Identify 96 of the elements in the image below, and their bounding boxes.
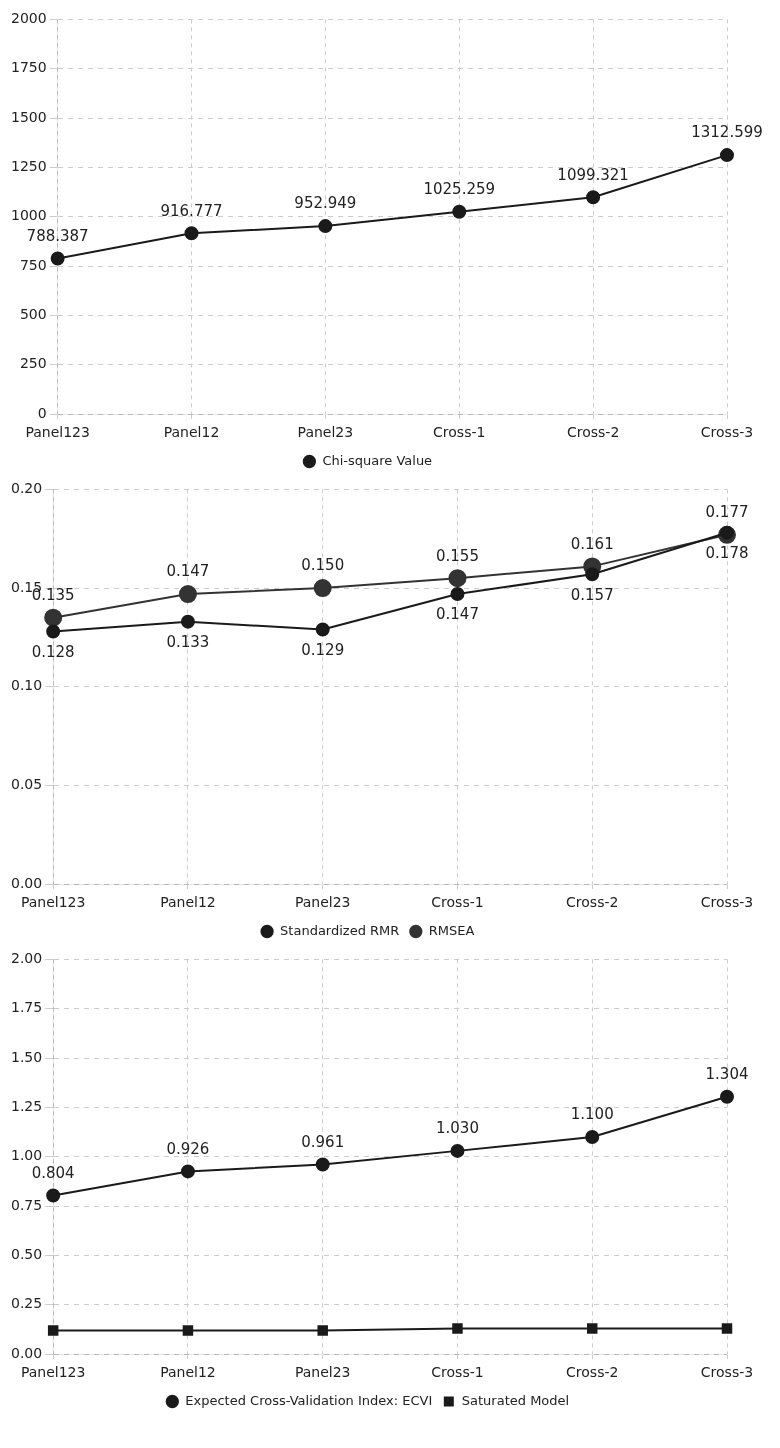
x-tick-label: Panel23	[294, 1364, 351, 1381]
y-tick-label: 1.00	[11, 1147, 43, 1164]
y-tick-label: 0.25	[11, 1295, 43, 1312]
data-label: 1.030	[435, 1119, 479, 1138]
point	[450, 1143, 465, 1158]
data-label: 952.949	[294, 194, 357, 213]
legend-label: Expected Cross-Validation Index: ECVI	[185, 1392, 433, 1408]
point	[46, 624, 61, 639]
legend-label: Standardized RMR	[280, 922, 400, 938]
data-label: 1099.321	[557, 165, 629, 184]
x-tick-label: Panel23	[294, 894, 351, 911]
data-label: 0.147	[435, 605, 479, 624]
x-tick-label: Panel23	[297, 424, 354, 441]
y-tick-label: 250	[19, 355, 47, 372]
data-label: 0.926	[166, 1139, 210, 1158]
point	[585, 567, 600, 582]
x-tick-label: Panel12	[160, 894, 216, 911]
y-tick-label: 0.00	[11, 874, 43, 891]
x-tick-label: Cross-2	[566, 1364, 619, 1381]
y-tick-label: 1500	[10, 108, 47, 125]
data-label: 0.133	[166, 633, 210, 652]
x-tick-label: Cross-1	[433, 424, 486, 441]
point	[720, 525, 734, 540]
x-tick-label: Panel123	[20, 1364, 86, 1381]
point	[450, 587, 465, 602]
y-tick-label: 0.00	[11, 1344, 43, 1361]
y-tick-label: 750	[19, 256, 47, 273]
x-tick-label: Cross-3	[700, 1364, 754, 1381]
x-tick-label: Panel12	[160, 1364, 216, 1381]
data-label: 0.177	[705, 503, 749, 522]
y-tick-label: 0.20	[11, 480, 43, 497]
data-label: 1025.259	[423, 180, 496, 199]
point	[585, 1130, 600, 1145]
y-tick-label: 1000	[10, 207, 47, 224]
y-tick-label: 0.50	[11, 1246, 43, 1263]
point	[313, 579, 332, 598]
x-tick-label: Cross-2	[566, 424, 620, 441]
data-label: 0.178	[705, 544, 749, 563]
x-tick-label: Cross-3	[700, 424, 754, 441]
point	[318, 219, 333, 234]
point	[47, 1325, 59, 1336]
x-tick-label: Panel12	[163, 424, 220, 441]
x-tick-label: Cross-1	[431, 894, 484, 911]
x-tick-label: Cross-2	[566, 894, 619, 911]
y-tick-label: 0.10	[11, 677, 43, 694]
y-tick-label: 1250	[10, 158, 47, 175]
point	[46, 1188, 61, 1203]
data-label: 788.387	[26, 226, 89, 245]
point	[448, 569, 467, 588]
point	[720, 148, 734, 163]
x-tick-label: Cross-3	[700, 894, 754, 911]
data-label: 0.150	[301, 556, 345, 575]
data-label: 0.147	[166, 562, 210, 581]
y-tick-label: 500	[19, 306, 47, 323]
y-tick-label: 1750	[10, 59, 47, 76]
point	[317, 1325, 328, 1336]
point	[182, 1325, 194, 1336]
point	[586, 190, 601, 205]
y-tick-label: 0	[37, 404, 47, 421]
data-label: 0.129	[301, 640, 345, 659]
point	[178, 585, 197, 604]
point	[44, 608, 63, 627]
data-label: 0.157	[570, 585, 614, 604]
point	[586, 1323, 598, 1334]
data-label: 1.100	[570, 1105, 614, 1124]
x-tick-label: Cross-1	[431, 1364, 484, 1381]
data-label: 0.161	[570, 534, 614, 553]
y-tick-label: 2000	[10, 10, 47, 27]
data-label: 916.777	[160, 201, 223, 220]
point	[315, 1157, 330, 1172]
y-tick-label: 2.00	[11, 950, 43, 967]
data-label: 0.804	[31, 1163, 75, 1182]
point	[721, 1323, 733, 1334]
data-label: 0.128	[31, 642, 75, 661]
data-label: 1312.599	[691, 123, 763, 142]
point	[315, 622, 330, 637]
x-tick-label: Panel123	[25, 424, 90, 441]
data-label: 0.961	[301, 1132, 345, 1151]
data-label: 0.155	[435, 546, 479, 565]
y-tick-label: 1.50	[11, 1048, 43, 1065]
legend-label: Chi-square Value	[322, 452, 433, 468]
y-tick-label: 1.75	[11, 999, 43, 1016]
x-tick-label: Panel123	[20, 894, 86, 911]
y-tick-label: 0.05	[11, 776, 43, 793]
point	[50, 251, 65, 266]
data-label: 1.304	[705, 1065, 749, 1084]
point	[720, 1089, 734, 1104]
y-tick-label: 0.75	[11, 1196, 43, 1213]
point	[452, 204, 467, 219]
legend-label: Saturated Model	[461, 1392, 570, 1408]
legend-label: RMSEA	[428, 922, 475, 938]
point	[180, 614, 195, 629]
y-tick-label: 1.25	[11, 1098, 43, 1115]
point	[452, 1323, 463, 1334]
point	[180, 1164, 195, 1179]
point	[184, 226, 199, 241]
